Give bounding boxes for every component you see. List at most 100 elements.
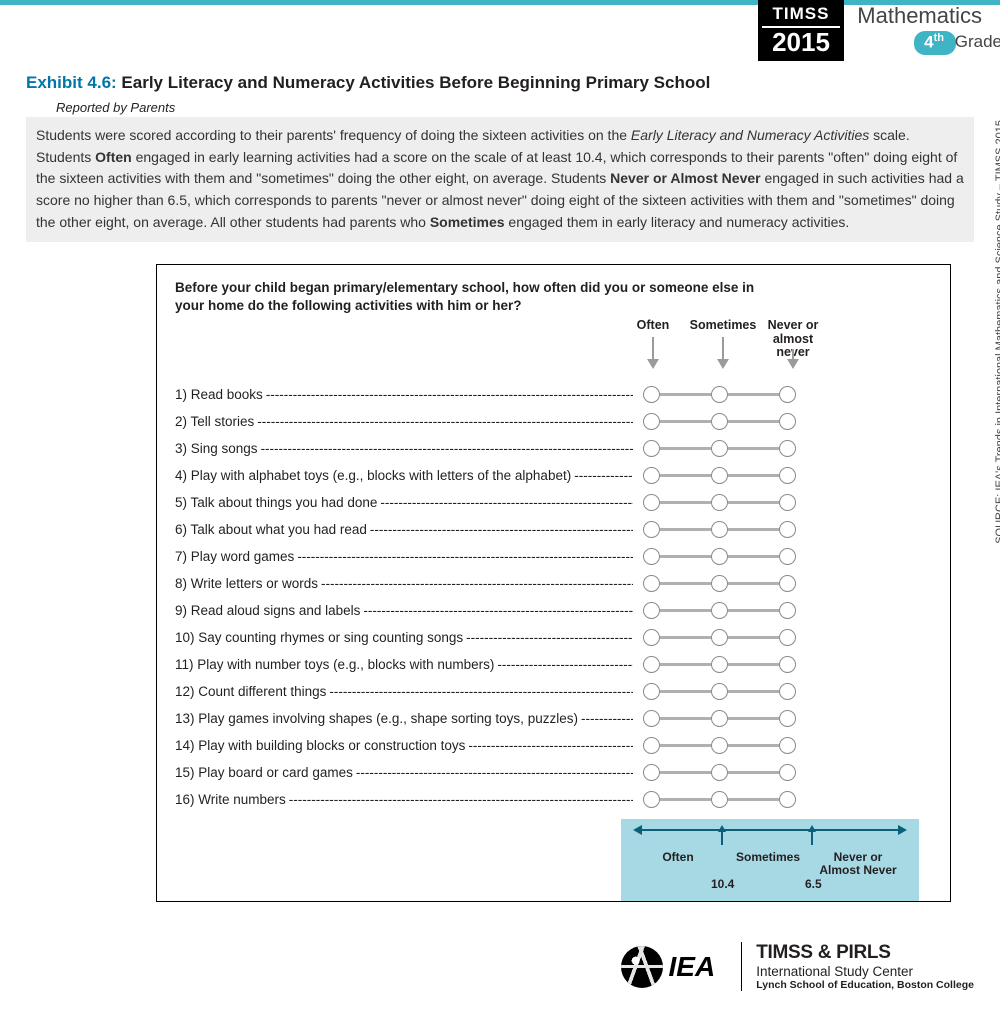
bubble-never[interactable]	[779, 656, 796, 673]
connector-line	[660, 690, 711, 694]
bubble-often[interactable]	[643, 467, 660, 484]
bubble-never[interactable]	[779, 710, 796, 727]
tp-affiliation: Lynch School of Education, Boston Colleg…	[756, 979, 974, 991]
grade-pill: 4th	[914, 31, 956, 55]
bubble-never[interactable]	[779, 683, 796, 700]
response-bubbles	[633, 575, 853, 592]
bubble-never[interactable]	[779, 440, 796, 457]
survey-item-row: 3) Sing songs	[175, 435, 932, 462]
bubble-often[interactable]	[643, 575, 660, 592]
bubble-sometimes[interactable]	[711, 494, 728, 511]
scale-labels: Often Sometimes Never or Almost Never	[633, 851, 907, 877]
bubble-sometimes[interactable]	[711, 386, 728, 403]
arrow-down-icon	[647, 359, 659, 369]
page-footer: IEA TIMSS & PIRLS International Study Ce…	[0, 942, 1000, 1011]
bubble-sometimes[interactable]	[711, 413, 728, 430]
survey-item-row: 10) Say counting rhymes or sing counting…	[175, 624, 932, 651]
bubble-often[interactable]	[643, 548, 660, 565]
bubble-often[interactable]	[643, 656, 660, 673]
connector-line	[728, 663, 779, 667]
connector-line	[728, 528, 779, 532]
bubble-sometimes[interactable]	[711, 629, 728, 646]
response-bubbles	[633, 683, 853, 700]
bubble-sometimes[interactable]	[711, 575, 728, 592]
bubble-often[interactable]	[643, 791, 660, 808]
item-label: 7) Play word games	[175, 549, 633, 564]
survey-item-row: 4) Play with alphabet toys (e.g., blocks…	[175, 462, 932, 489]
bubble-sometimes[interactable]	[711, 467, 728, 484]
connector-line	[660, 555, 711, 559]
reported-by: Reported by Parents	[56, 100, 974, 115]
connector-line	[660, 717, 711, 721]
bubble-often[interactable]	[643, 629, 660, 646]
bubble-never[interactable]	[779, 521, 796, 538]
item-label: 9) Read aloud signs and labels	[175, 603, 633, 618]
response-bubbles	[633, 413, 853, 430]
description-box: Students were scored according to their …	[26, 117, 974, 241]
bubble-never[interactable]	[779, 764, 796, 781]
connector-line	[660, 663, 711, 667]
bubble-never[interactable]	[779, 413, 796, 430]
bubble-sometimes[interactable]	[711, 710, 728, 727]
bubble-often[interactable]	[643, 602, 660, 619]
bubble-never[interactable]	[779, 602, 796, 619]
connector-line	[660, 798, 711, 802]
connector-line	[660, 474, 711, 478]
bubble-often[interactable]	[643, 413, 660, 430]
survey-item-row: 8) Write letters or words	[175, 570, 932, 597]
bubble-often[interactable]	[643, 440, 660, 457]
bubble-sometimes[interactable]	[711, 764, 728, 781]
bubble-sometimes[interactable]	[711, 683, 728, 700]
bubble-sometimes[interactable]	[711, 737, 728, 754]
bubble-never[interactable]	[779, 575, 796, 592]
bubble-never[interactable]	[779, 548, 796, 565]
response-bubbles	[633, 602, 853, 619]
survey-item-row: 6) Talk about what you had read	[175, 516, 932, 543]
tick-mark	[721, 831, 723, 845]
bubble-often[interactable]	[643, 683, 660, 700]
badge-year: 2015	[762, 29, 840, 55]
arrow-down-icon	[652, 337, 654, 361]
bubble-often[interactable]	[643, 737, 660, 754]
response-bubbles	[633, 494, 853, 511]
bubble-often[interactable]	[643, 710, 660, 727]
item-label: 11) Play with number toys (e.g., blocks …	[175, 657, 633, 672]
survey-items: 1) Read books 2) Tell stories 3) Sing so…	[175, 381, 932, 813]
bubble-often[interactable]	[643, 521, 660, 538]
tp-subtitle: International Study Center	[756, 964, 974, 979]
survey-item-row: 9) Read aloud signs and labels	[175, 597, 932, 624]
bubble-never[interactable]	[779, 494, 796, 511]
connector-line	[728, 744, 779, 748]
response-bubbles	[633, 629, 853, 646]
bubble-sometimes[interactable]	[711, 521, 728, 538]
survey-item-row: 14) Play with building blocks or constru…	[175, 732, 932, 759]
connector-line	[660, 582, 711, 586]
bubble-never[interactable]	[779, 737, 796, 754]
response-bubbles	[633, 440, 853, 457]
grade-word: Grade	[955, 32, 1000, 52]
bubble-sometimes[interactable]	[711, 548, 728, 565]
bubble-sometimes[interactable]	[711, 440, 728, 457]
response-bubbles	[633, 467, 853, 484]
bubble-often[interactable]	[643, 494, 660, 511]
bubble-never[interactable]	[779, 629, 796, 646]
iea-text: IEA	[669, 951, 716, 983]
connector-line	[728, 690, 779, 694]
bubble-never[interactable]	[779, 791, 796, 808]
bubble-never[interactable]	[779, 467, 796, 484]
item-label: 6) Talk about what you had read	[175, 522, 633, 537]
bubble-never[interactable]	[779, 386, 796, 403]
item-label: 12) Count different things	[175, 684, 633, 699]
bubble-sometimes[interactable]	[711, 791, 728, 808]
bubble-often[interactable]	[643, 386, 660, 403]
response-bubbles	[633, 791, 853, 808]
bubble-often[interactable]	[643, 764, 660, 781]
response-bubbles	[633, 710, 853, 727]
scale-label-sometimes: Sometimes	[723, 851, 813, 877]
bubble-sometimes[interactable]	[711, 602, 728, 619]
scale-legend: Often Sometimes Never or Almost Never 10…	[621, 819, 919, 901]
grade-number: 4	[924, 33, 933, 52]
connector-line	[728, 771, 779, 775]
bubble-sometimes[interactable]	[711, 656, 728, 673]
grade-suffix: th	[934, 32, 944, 44]
